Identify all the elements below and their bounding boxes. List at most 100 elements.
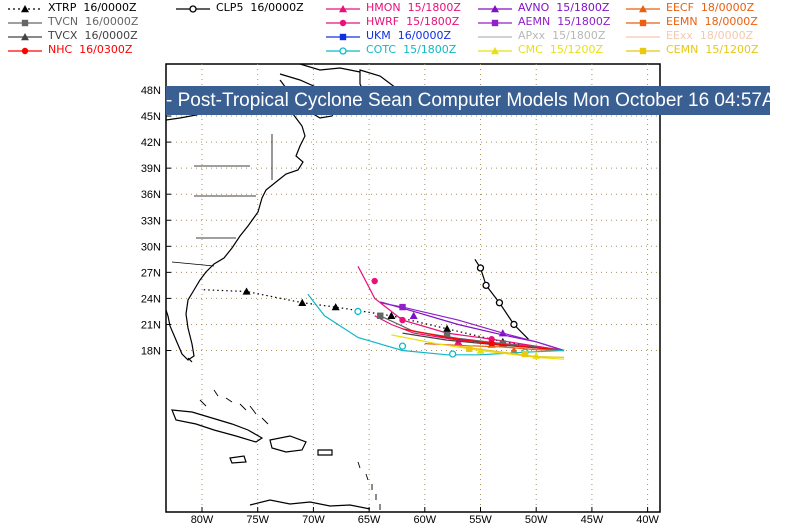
lon-tick-label: 45W: [581, 514, 604, 526]
track-point-square: [466, 345, 473, 352]
legend-label-cotc: COTC 15/1800Z: [366, 43, 457, 56]
track-point-square: [399, 303, 406, 311]
legend-swatch-eecf: [618, 1, 666, 15]
track-line-cemn: [458, 345, 565, 358]
legend-label-clp5: CLP5 16/0000Z: [216, 1, 304, 14]
legend-item-hmon: HMON 15/1800Z: [318, 1, 461, 15]
legend-item-eexx: EExx 18/0000Z: [618, 29, 753, 43]
legend-swatch-cotc: [318, 43, 366, 57]
track-point-ring: [482, 281, 490, 290]
track-point-triangle: [443, 324, 452, 332]
legend-swatch-tvcx: [0, 29, 48, 43]
legend-item-clp5: CLP5 16/0000Z: [168, 1, 304, 15]
track-point-triangle: [409, 311, 418, 319]
track-clp5: [474, 258, 529, 340]
south-america-coast: [249, 499, 371, 510]
track-line-aemn: [380, 302, 565, 352]
legend-label-cemn: CEMN 15/1200Z: [666, 43, 759, 56]
legend: XTRP 16/0000Z TVCN 16/0000Z TVCX 16/0000Z N…: [0, 0, 800, 60]
jamaica: [229, 455, 247, 464]
legend-label-eexx: EExx 18/0000Z: [666, 29, 754, 42]
track-point-square: [491, 19, 499, 27]
lat-tick-label: 21N: [141, 319, 161, 331]
lat-tick-label: 24N: [141, 293, 161, 305]
lon-tick-label: 75W: [246, 514, 269, 526]
track-point-ring: [398, 342, 407, 350]
legend-label-aemn: AEMN 15/1800Z: [518, 15, 611, 28]
track-line-cotc: [307, 293, 565, 356]
legend-label-hmon: HMON 15/1800Z: [366, 1, 461, 14]
lat-tick-label: 45N: [141, 111, 161, 123]
legend-item-nhc: NHC 16/0300Z: [0, 43, 132, 57]
labrador-coast: [299, 64, 361, 73]
legend-swatch-cemn: [618, 43, 666, 57]
legend-item-ukm: UKM 16/0000Z: [318, 29, 451, 43]
track-point-triangle: [509, 346, 518, 354]
legend-swatch-aemn: [470, 15, 518, 29]
legend-swatch-cmc: [470, 43, 518, 57]
track-point-circle: [371, 277, 378, 285]
cuba: [171, 409, 264, 443]
track-point-ring: [510, 320, 518, 329]
track-point-square: [639, 47, 647, 55]
legend-label-cmc: CMC 15/1200Z: [518, 43, 604, 56]
legend-label-apxx: APxx 15/1800Z: [518, 29, 606, 42]
bahamas: [199, 389, 269, 425]
legend-swatch-xtrp: [0, 1, 48, 15]
legend-item-aemn: AEMN 15/1800Z: [470, 15, 610, 29]
track-point-ring: [354, 307, 362, 316]
lat-tick-label: 33N: [141, 215, 161, 227]
track-point-square: [377, 312, 384, 319]
track-point-ring: [476, 264, 485, 272]
legend-swatch-apxx: [470, 29, 518, 43]
legend-item-xtrp: XTRP 16/0000Z: [0, 1, 137, 15]
track-tvcn: [377, 312, 565, 352]
lon-tick-label: 50W: [525, 514, 548, 526]
track-point-triangle: [491, 5, 499, 13]
lon-tick-label: 80W: [191, 514, 214, 526]
puerto-rico: [317, 449, 333, 456]
legend-label-tvcn: TVCN 16/0000Z: [48, 15, 139, 28]
legend-label-tvcx: TVCX 16/0000Z: [48, 29, 138, 42]
lon-tick-label: 55W: [469, 514, 492, 526]
track-point-ring: [448, 350, 457, 358]
legend-label-eecf: EECF 18/0000Z: [666, 1, 755, 14]
legend-swatch-tvcn: [0, 15, 48, 29]
legend-item-apxx: APxx 15/1800Z: [470, 29, 605, 43]
track-point-triangle: [298, 298, 307, 306]
legend-item-hwrf: HWRF 15/1800Z: [318, 15, 459, 29]
legend-label-xtrp: XTRP 16/0000Z: [48, 1, 137, 14]
lat-tick-label: 30N: [141, 241, 161, 253]
legend-swatch-hmon: [318, 1, 366, 15]
track-point-triangle: [21, 33, 29, 41]
track-nhc: [402, 328, 565, 352]
legend-swatch-avno: [470, 1, 518, 15]
lat-tick-label: 36N: [141, 189, 161, 201]
track-point-triangle: [476, 346, 485, 354]
track-point-triangle: [331, 303, 340, 311]
legend-item-cemn: CEMN 15/1200Z: [618, 43, 759, 57]
model-tracks: [201, 258, 565, 360]
legend-swatch-hwrf: [318, 15, 366, 29]
legend-item-tvcn: TVCN 16/0000Z: [0, 15, 138, 29]
track-line-tvcn: [379, 315, 565, 352]
legend-swatch-ukm: [318, 29, 366, 43]
track-point-square: [339, 33, 347, 41]
lon-tick-label: 65W: [358, 514, 381, 526]
legend-item-eecf: EECF 18/0000Z: [618, 1, 754, 15]
legend-swatch-eexx: [618, 29, 666, 43]
track-point-triangle: [387, 311, 396, 319]
track-point-triangle: [21, 5, 29, 13]
lat-tick-label: 39N: [141, 163, 161, 175]
legend-swatch-clp5: [168, 1, 216, 15]
track-aemn: [380, 302, 565, 352]
track-point-ring: [189, 5, 197, 13]
coastlines: [166, 64, 401, 510]
lon-tick-label: 70W: [302, 514, 325, 526]
track-point-square: [443, 331, 451, 339]
track-point-triangle: [339, 5, 347, 13]
lesser-antilles: [357, 461, 381, 510]
track-point-circle: [399, 316, 406, 324]
legend-item-tvcx: TVCX 16/0000Z: [0, 29, 138, 43]
chart-title: - Post-Tropical Cyclone Sean Computer Mo…: [166, 86, 800, 115]
